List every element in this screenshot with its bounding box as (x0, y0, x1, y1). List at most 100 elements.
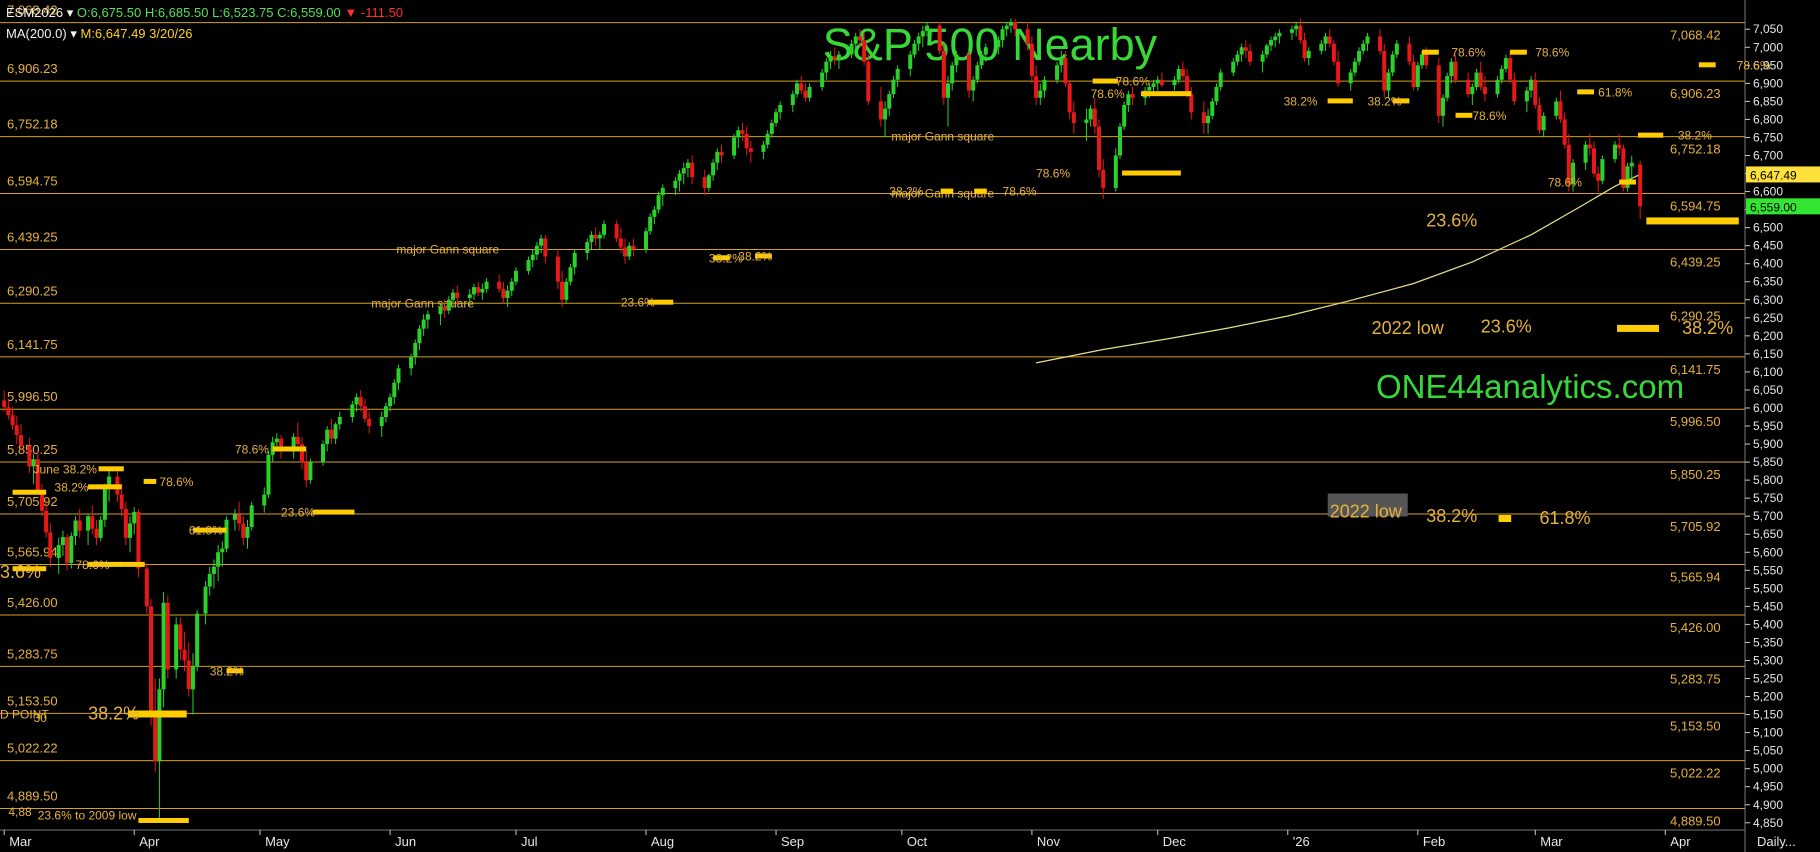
candle-body (1097, 126, 1102, 170)
candle-body (102, 487, 107, 520)
candle-body (1327, 36, 1332, 44)
last-price-tag (1746, 198, 1820, 215)
candle-body (1503, 58, 1508, 69)
candle-body (413, 343, 418, 358)
y-tick-label: 7,000 (1753, 40, 1783, 54)
candle-body (1243, 47, 1248, 51)
candle-body (329, 429, 334, 439)
candle-body (119, 494, 124, 509)
candle-body (1180, 68, 1185, 77)
y-tick-label: 6,950 (1753, 58, 1783, 72)
candle-body (65, 537, 70, 564)
candle-body (291, 436, 296, 452)
down-arrow-icon: ▼ (344, 5, 358, 20)
candle-body (262, 494, 267, 506)
candle-body (1113, 155, 1118, 188)
fib-label: 38.2% (1367, 94, 1401, 108)
ma-header: MA(200.0) ▾ M:6,647.49 3/20/26 (6, 26, 193, 42)
candle-body (1273, 36, 1278, 41)
symbol-dropdown-icon[interactable]: ▾ (66, 5, 74, 20)
x-tick-label: Jun (395, 834, 416, 849)
candle-body (1415, 65, 1420, 87)
level-label-right: 6,439.25 (1670, 255, 1721, 270)
level-label-right: 5,426.00 (1670, 620, 1721, 635)
candle-body (585, 242, 590, 253)
candle-body (794, 83, 799, 95)
candle-body (1474, 72, 1479, 87)
y-tick-label: 5,950 (1753, 419, 1783, 433)
candle-body (937, 25, 942, 51)
fib-label: 23.6% to 2009 low (38, 809, 137, 823)
fib-label: 23.6% (1426, 210, 1477, 230)
ma-dropdown-icon[interactable]: ▾ (70, 26, 77, 41)
candle-body (1600, 159, 1605, 181)
candle-body (279, 438, 284, 452)
candle-body (1420, 54, 1425, 66)
candle-body (480, 288, 485, 293)
fib-label: 38.2% (1284, 94, 1318, 108)
candle-body (1302, 40, 1307, 59)
x-tick-label: Dec (1163, 834, 1187, 849)
candle-body (677, 173, 682, 181)
candle-body (1361, 43, 1366, 51)
candle-body (1130, 94, 1135, 98)
candle-body (912, 43, 917, 55)
fib-label: 78.6% (1737, 58, 1771, 72)
candle-body (656, 195, 661, 210)
fib-marker (1327, 98, 1353, 104)
candle-body (853, 36, 858, 44)
candle-body (1591, 148, 1596, 174)
candle-body (891, 79, 896, 95)
ma-price-tag (1746, 166, 1820, 183)
candle-body (417, 328, 422, 344)
candle-body (451, 292, 456, 300)
y-tick-label: 6,100 (1753, 365, 1783, 379)
y-tick-label: 6,300 (1753, 293, 1783, 307)
candle-body (1495, 79, 1500, 95)
level-label-left: 7,068.42 (7, 3, 58, 18)
fib-marker (1422, 49, 1439, 55)
candle-body (367, 418, 372, 427)
candle-body (220, 548, 225, 553)
candle-body (1004, 25, 1009, 30)
fib-label: 78.6% (1036, 167, 1070, 181)
fib-marker (226, 668, 244, 674)
candle-body (1449, 61, 1454, 77)
y-tick-label: 6,050 (1753, 383, 1783, 397)
level-label-left: 4,889.50 (7, 789, 58, 804)
y-tick-label: 6,600 (1753, 185, 1783, 199)
fib-marker (143, 478, 157, 484)
y-tick-label: 4,900 (1753, 798, 1783, 812)
candle-body (1189, 94, 1194, 113)
fib-label: 61.8% (189, 524, 223, 538)
candle-body (174, 624, 179, 670)
fib-label: 78.6% (1548, 176, 1582, 190)
level-label-right: 6,141.75 (1670, 362, 1721, 377)
candle-body (1000, 29, 1005, 41)
level-label-left: 6,290.25 (7, 283, 58, 298)
candle-body (1218, 72, 1223, 87)
candle-body (1235, 54, 1240, 62)
last-price-tag-label: 6,559.00 (1750, 200, 1797, 214)
symbol-label[interactable]: ESM2026 (6, 5, 64, 20)
candle-body (1566, 144, 1571, 185)
y-tick-label: 5,850 (1753, 455, 1783, 469)
fib-label: 38.2% (738, 249, 772, 263)
candle-body (1411, 61, 1416, 87)
fib-label: 78.6% (1003, 185, 1037, 199)
x-tick-label: Aug (651, 834, 674, 849)
fib-label: 78.6% (1535, 46, 1569, 60)
candle-body (1306, 50, 1311, 59)
candle-body (182, 649, 187, 661)
fib-label: 38.2% (1678, 129, 1712, 143)
ma-label[interactable]: MA(200.0) (6, 26, 67, 41)
level-label-left: 6,141.75 (7, 337, 58, 352)
fib-label: 78.6% (76, 558, 110, 572)
candle-body (648, 216, 653, 232)
candle-body (878, 101, 883, 120)
candle-body (530, 254, 535, 261)
fib-label: 78.6% (159, 475, 193, 489)
fib-marker (1638, 132, 1664, 138)
candle-body (388, 397, 393, 407)
